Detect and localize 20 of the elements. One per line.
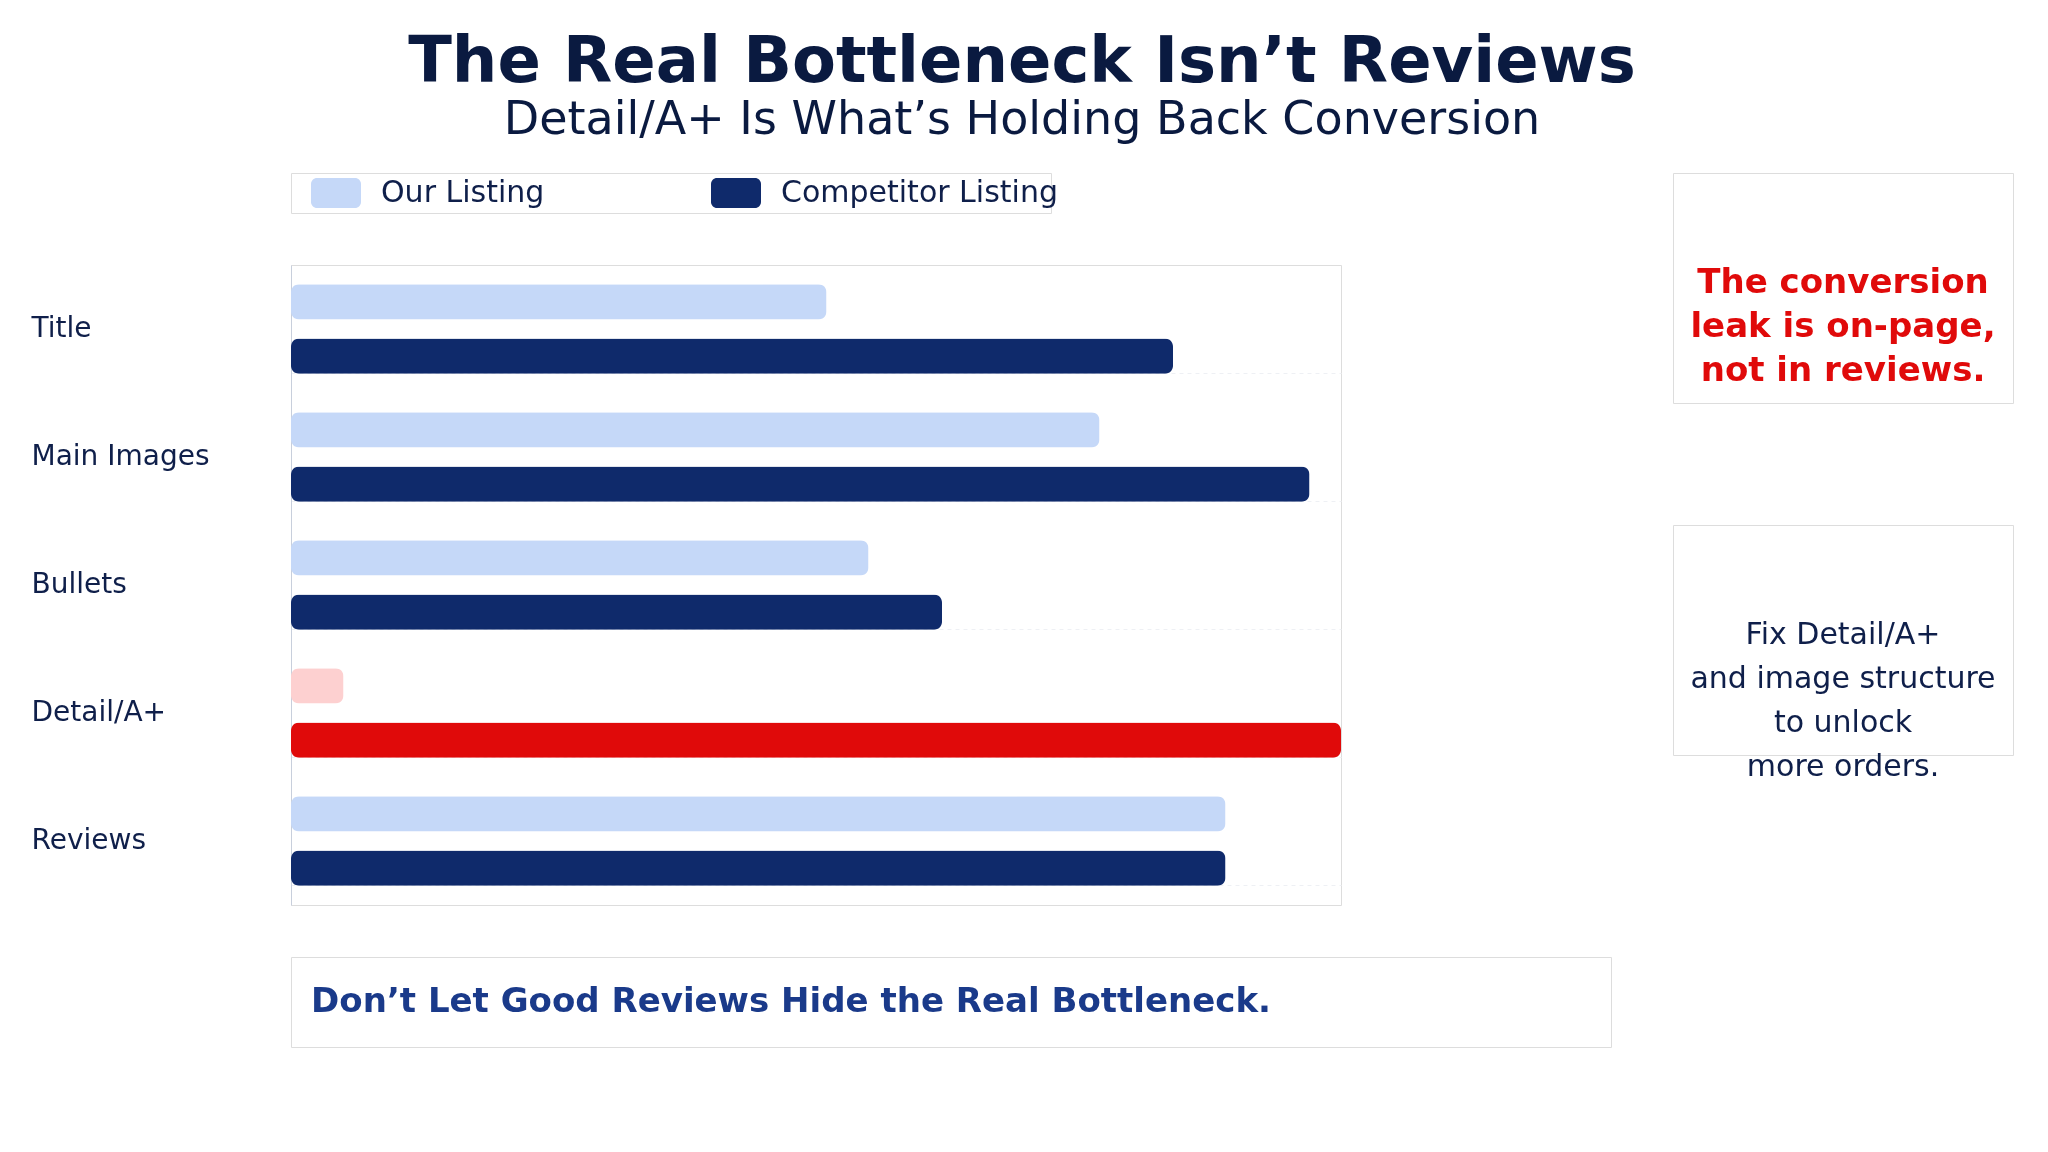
bar bbox=[291, 722, 1341, 758]
y-tick-label: Main Images bbox=[31, 439, 210, 472]
bar bbox=[291, 796, 1226, 832]
bar bbox=[291, 668, 344, 704]
bar bbox=[291, 338, 1173, 374]
y-tick-label: Detail/A+ bbox=[31, 695, 167, 728]
bar bbox=[291, 412, 1100, 448]
text: The conversion leak is on-page, not in reviews. bbox=[1690, 261, 1996, 389]
bar bbox=[291, 594, 942, 630]
y-tick-label: Bullets bbox=[31, 567, 127, 600]
bar bbox=[291, 284, 827, 320]
legend-label: Competitor Listing bbox=[781, 174, 1058, 209]
text: Don’t Let Good Reviews Hide the Real Bottleneck. bbox=[311, 980, 1271, 1020]
bar bbox=[291, 850, 1226, 886]
text: Fix Detail/A+ and image structure to unlock more orders. bbox=[1690, 616, 1996, 783]
bar bbox=[291, 466, 1310, 502]
bar bbox=[291, 540, 869, 576]
y-tick-label: Title bbox=[30, 311, 92, 344]
legend-label: Our Listing bbox=[381, 174, 545, 209]
y-tick-label: Reviews bbox=[31, 823, 146, 856]
